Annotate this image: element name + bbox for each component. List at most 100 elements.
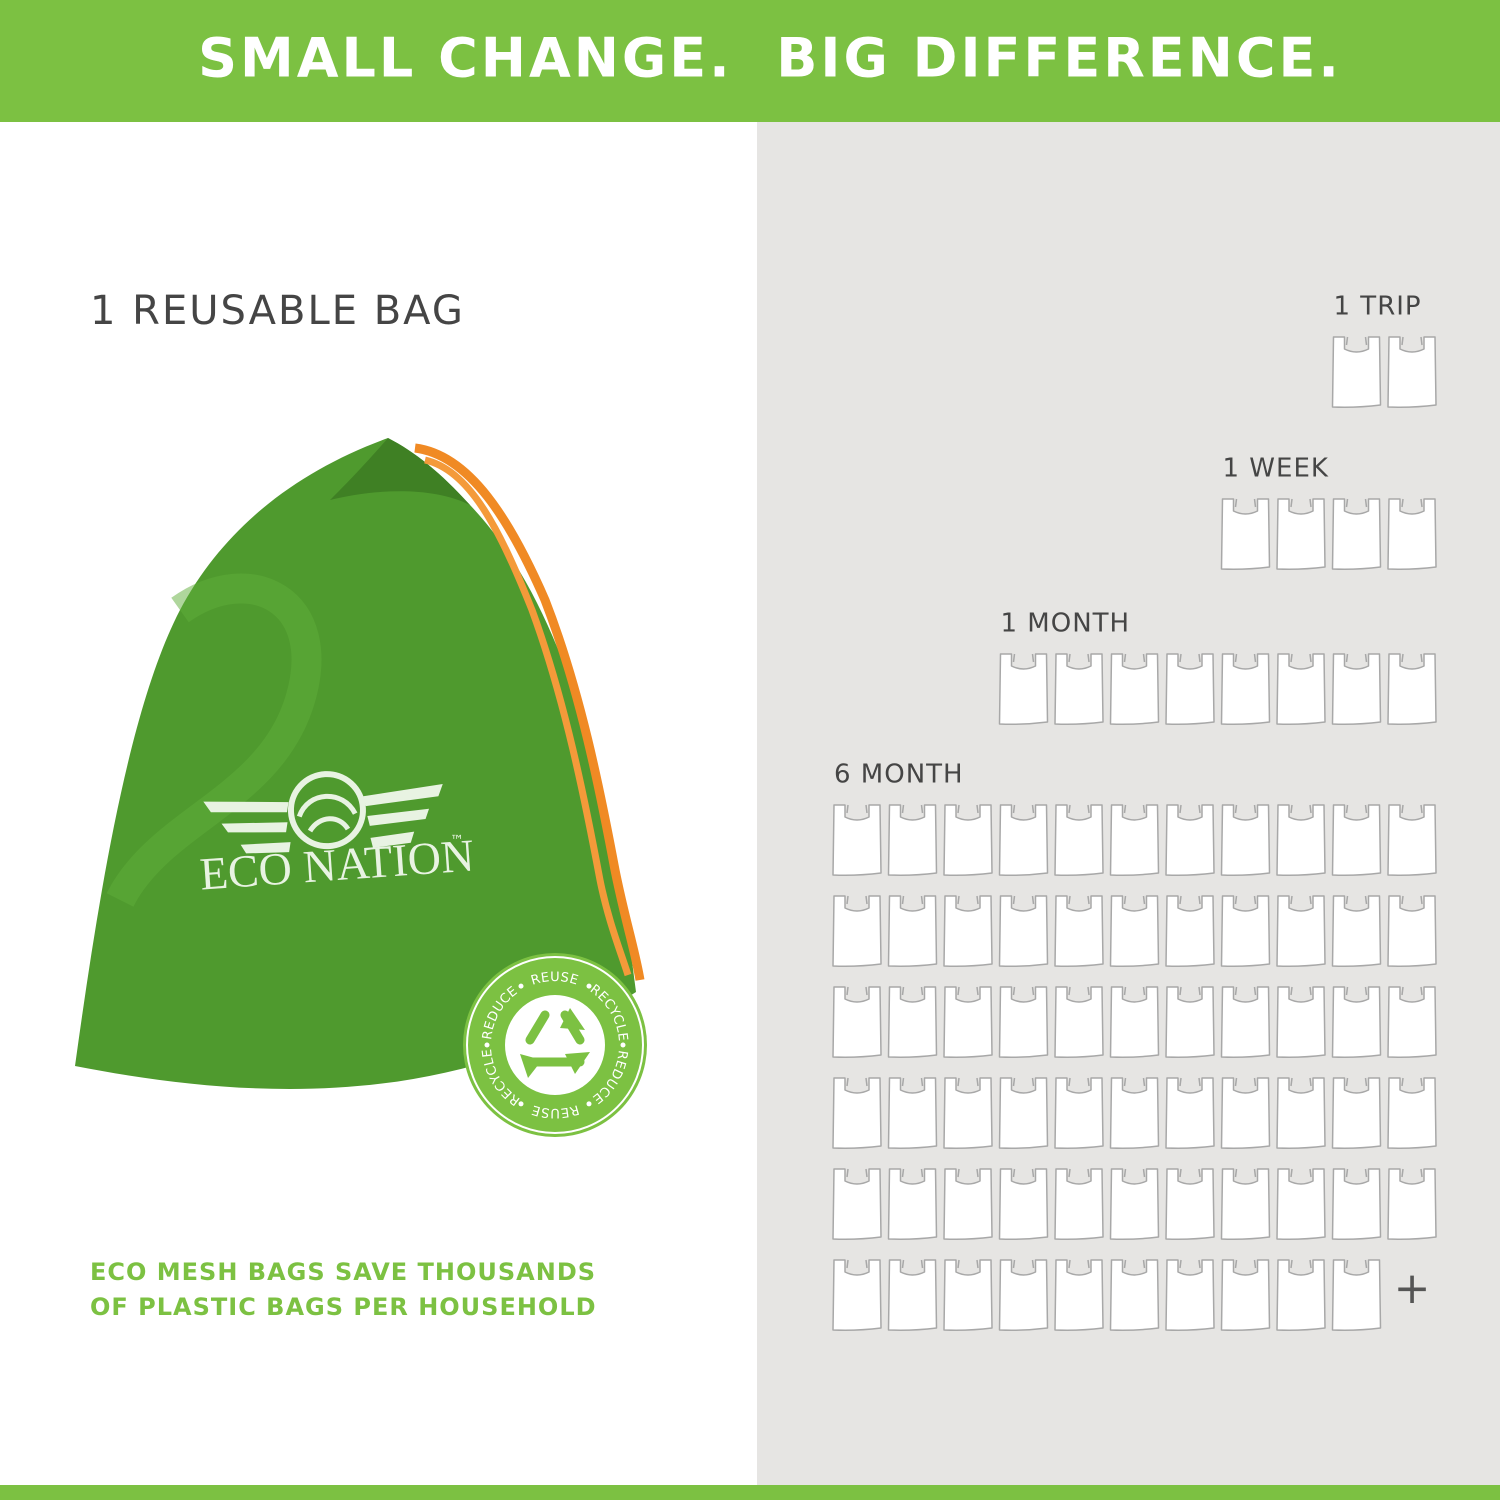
plastic-bag [1054, 653, 1104, 725]
plastic-bag [832, 895, 882, 967]
plastic-bag [1387, 1077, 1437, 1149]
plastic-bag [1165, 653, 1215, 725]
plastic-bag [998, 1168, 1049, 1240]
plastic-bag [832, 1077, 882, 1149]
plastic-bag [1054, 1077, 1104, 1149]
plastic-bag [1220, 653, 1271, 725]
plastic-bag [1109, 653, 1160, 725]
plastic-bag [1387, 804, 1437, 876]
plastic-bag [998, 653, 1049, 725]
plastic-bag [887, 895, 938, 967]
plastic-bag [1220, 895, 1271, 967]
plastic-bag [1387, 653, 1437, 725]
plastic-bag [1220, 1077, 1271, 1149]
plastic-bag [1165, 1168, 1215, 1240]
plastic-bag [1276, 895, 1326, 967]
plastic-bag [887, 1168, 938, 1240]
plastic-bag [1220, 986, 1271, 1058]
badge-dot [586, 983, 592, 989]
plastic-bag [1054, 895, 1104, 967]
bag-group [998, 653, 1437, 725]
plastic-bag [1109, 1259, 1160, 1331]
plastic-bag [1331, 498, 1382, 570]
plastic-bag [1387, 895, 1437, 967]
group-label: 6 MONTH [834, 760, 964, 790]
plastic-bag [1054, 986, 1104, 1058]
plastic-bag [1331, 653, 1382, 725]
plastic-bag [1109, 1168, 1160, 1240]
plastic-bag [943, 1077, 993, 1149]
badge-word: REUSE [529, 969, 581, 988]
plastic-bag [943, 895, 993, 967]
plastic-bag [1109, 804, 1160, 876]
plastic-bag [1331, 895, 1382, 967]
tagline: ECO MESH BAGS SAVE THOUSANDS [90, 1258, 596, 1286]
plastic-bag [832, 986, 882, 1058]
badge-dot [518, 1101, 524, 1107]
badge-dot [586, 1101, 592, 1107]
reusable-bag: ECO NATION ™ [75, 438, 645, 1089]
trademark: ™ [450, 833, 464, 849]
plastic-bag [1387, 986, 1437, 1058]
badge-dot [484, 1042, 490, 1048]
plastic-bag [1276, 986, 1326, 1058]
plastic-bag [1165, 986, 1215, 1058]
plastic-bag [1276, 653, 1326, 725]
plastic-bag [1054, 804, 1104, 876]
plastic-bag [1276, 1259, 1326, 1331]
badge-word: REUSE [529, 1102, 581, 1121]
plastic-bag [998, 895, 1049, 967]
plastic-bag [1054, 1168, 1104, 1240]
header-bar [0, 0, 1500, 122]
plastic-bag [1220, 1259, 1271, 1331]
plastic-bag [998, 986, 1049, 1058]
plastic-bag [1109, 1077, 1160, 1149]
footer-bar [0, 1485, 1500, 1500]
badge-word-path: REUSE [529, 1102, 580, 1121]
plastic-bag [1331, 804, 1382, 876]
bag-group [832, 804, 1437, 1331]
plastic-bag [1276, 804, 1326, 876]
plastic-bag [1331, 336, 1382, 408]
plastic-bag [1165, 1077, 1215, 1149]
plastic-bag [832, 1168, 882, 1240]
plastic-bag [1276, 1077, 1326, 1149]
plastic-bag [1387, 336, 1437, 408]
plastic-bag [1331, 986, 1382, 1058]
plastic-bag [1331, 1077, 1382, 1149]
badge-dot [620, 1042, 626, 1048]
plastic-bag [943, 1259, 993, 1331]
plastic-bag [1054, 1259, 1104, 1331]
plastic-bag [1109, 895, 1160, 967]
plastic-bag [943, 1168, 993, 1240]
plastic-bag [1276, 1168, 1326, 1240]
plastic-bag [1387, 1168, 1437, 1240]
badge-dot [518, 983, 524, 989]
plastic-bag [1220, 1168, 1271, 1240]
plastic-bag [832, 1259, 882, 1331]
plastic-bag [1276, 498, 1326, 570]
left-heading: 1 REUSABLE BAG [90, 288, 465, 334]
group-label: 1 WEEK [1223, 454, 1329, 484]
group-label: 1 MONTH [1001, 609, 1131, 639]
plastic-bag [1331, 1259, 1382, 1331]
plastic-bag [1220, 498, 1271, 570]
bag-group [1220, 498, 1437, 570]
plastic-bag [832, 804, 882, 876]
plastic-bag [1331, 1168, 1382, 1240]
group-label: 1 TRIP [1334, 292, 1422, 322]
plastic-bag [887, 986, 938, 1058]
tagline: OF PLASTIC BAGS PER HOUSEHOLD [90, 1293, 597, 1321]
plastic-bag [943, 804, 993, 876]
plastic-bag [1165, 895, 1215, 967]
plastic-bag [887, 1077, 938, 1149]
plastic-bag [998, 1259, 1049, 1331]
plastic-bag [943, 986, 993, 1058]
plastic-bag [1220, 804, 1271, 876]
badge-word-path: REUSE [529, 969, 580, 988]
plastic-bag [998, 1077, 1049, 1149]
plastic-bag [998, 804, 1049, 876]
bag-group [1331, 336, 1437, 408]
header-title: SMALL CHANGE. BIG DIFFERENCE. [198, 27, 1342, 90]
